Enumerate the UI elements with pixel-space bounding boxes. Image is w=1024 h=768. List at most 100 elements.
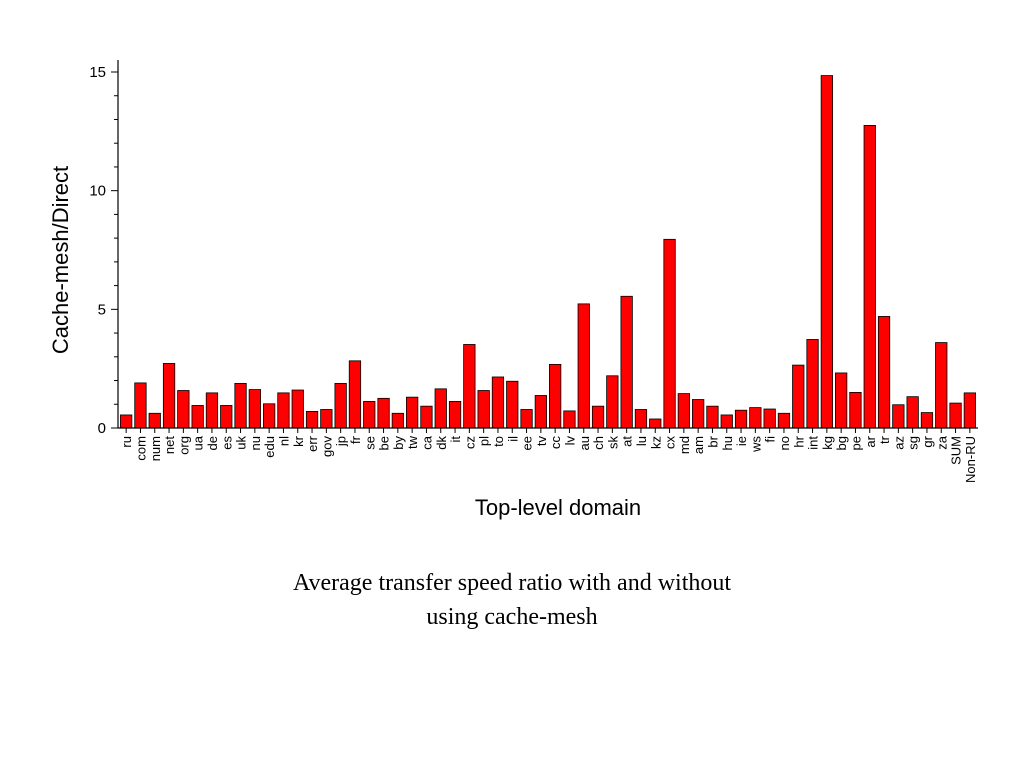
bar-dk	[434, 388, 447, 429]
x-tick-label: edu	[262, 436, 277, 458]
x-tick-label: br	[705, 435, 720, 447]
bar-nl	[277, 392, 290, 429]
bar-no	[777, 412, 791, 429]
x-tick-label: kg	[820, 436, 835, 450]
x-tick-label: ca	[419, 435, 434, 450]
x-tick-label: lu	[634, 436, 649, 446]
bar-num	[148, 412, 161, 429]
x-tick-label: tw	[405, 435, 420, 449]
x-axis-label: Top-level domain	[475, 495, 641, 520]
bar-cx	[663, 238, 676, 429]
x-tick-label: uk	[234, 436, 249, 450]
y-tick-label: 10	[89, 183, 106, 200]
x-tick-label: to	[491, 436, 506, 447]
y-tick-label: 0	[98, 420, 106, 437]
bar-by	[391, 412, 404, 429]
bar-fi	[763, 408, 776, 429]
bar-tw	[406, 396, 419, 429]
x-tick-label: it	[448, 436, 463, 443]
bar-fr	[348, 360, 362, 429]
x-tick-label: bg	[834, 436, 849, 450]
x-tick-label: org	[176, 436, 191, 455]
bar-au	[577, 303, 590, 429]
bar-kg	[820, 75, 833, 429]
x-tick-label: pl	[477, 436, 492, 446]
x-tick-label: nl	[276, 436, 291, 446]
x-tick-label: SUM	[949, 436, 964, 465]
bar-ca	[420, 405, 433, 429]
x-tick-label: hu	[720, 436, 735, 450]
x-tick-label: com	[133, 436, 148, 461]
bar-hu	[720, 414, 733, 429]
x-tick-label: num	[148, 436, 163, 461]
x-tick-label: ar	[863, 435, 878, 447]
x-tick-label: ie	[734, 436, 749, 446]
x-tick-label: int	[806, 436, 821, 450]
y-ticks-group: 0 5 10 15	[89, 64, 118, 437]
bar-to	[491, 376, 505, 429]
x-tick-label: es	[219, 436, 234, 450]
axes-group	[117, 60, 978, 429]
bar-es	[220, 405, 233, 429]
bar-ee	[520, 409, 533, 429]
bar-il	[506, 380, 519, 429]
x-tick-label: cx	[663, 436, 678, 450]
bar-at	[620, 295, 633, 429]
y-axis-label: Cache-mesh/Direct	[48, 166, 73, 354]
bar-hr	[792, 364, 805, 429]
x-tick-label: ee	[520, 436, 535, 450]
bar-it	[448, 401, 462, 429]
bar-pe	[849, 391, 862, 429]
bar-lu	[634, 409, 648, 429]
bar-se	[363, 401, 376, 429]
x-tick-label: nu	[248, 436, 263, 450]
bar-org	[177, 390, 190, 429]
x-tick-label: no	[777, 436, 792, 450]
x-tick-label: by	[391, 436, 406, 450]
bar-sk	[606, 375, 619, 429]
bar-tr	[877, 316, 891, 429]
x-tick-label: at	[620, 436, 635, 447]
bar-sg	[906, 396, 919, 429]
bar-ru	[120, 414, 133, 429]
x-tick-label: au	[577, 436, 592, 450]
caption-line-2: using cache-mesh	[426, 604, 598, 630]
caption-line-1: Average transfer speed ratio with and wi…	[292, 570, 732, 596]
bar-bg	[835, 372, 848, 429]
bar-be	[377, 397, 390, 429]
x-tick-label: err	[305, 435, 320, 452]
x-tick-label: ch	[591, 436, 606, 450]
x-tick-label: md	[677, 436, 692, 454]
figure-caption: Average transfer speed ratio with and wi…	[212, 566, 812, 634]
x-ticks-group: ru com num net org ua de es uk nu edu nl kr err gov jp f…	[119, 428, 978, 483]
bar-cc	[549, 363, 562, 429]
bar-ie	[734, 409, 748, 429]
y-tick-label: 5	[98, 301, 106, 318]
bar-nu	[248, 389, 261, 429]
bar-br	[706, 405, 719, 429]
x-tick-label: gov	[319, 436, 334, 457]
x-tick-label: pe	[848, 436, 863, 450]
x-tick-label: gr	[920, 435, 935, 447]
bar-ua	[191, 405, 204, 429]
x-tick-label: ws	[748, 436, 763, 453]
bar-lv	[563, 410, 576, 429]
bar-az	[892, 404, 905, 429]
x-tick-label: ua	[191, 435, 206, 450]
bar-za	[935, 342, 948, 429]
bar-md	[677, 393, 690, 429]
bar-cz	[463, 344, 476, 429]
x-tick-label: net	[162, 436, 177, 454]
bar-kr	[291, 389, 304, 429]
bar-tv	[534, 395, 547, 429]
bar-err	[305, 410, 319, 429]
x-tick-label: de	[205, 436, 220, 450]
bar-com	[134, 382, 147, 429]
bar-kz	[649, 418, 662, 429]
y-tick-label: 15	[89, 64, 106, 81]
bar-am	[692, 399, 705, 429]
bar-int	[806, 339, 819, 429]
x-tick-label: se	[362, 436, 377, 450]
x-tick-label: am	[691, 436, 706, 454]
